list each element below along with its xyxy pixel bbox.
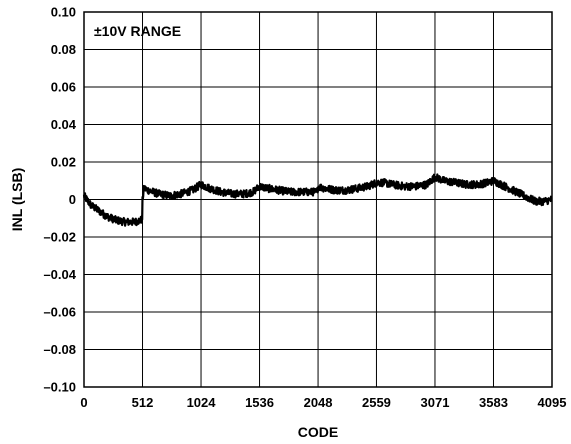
y-tick-label: –0.08 bbox=[43, 342, 76, 357]
x-tick-label: 3071 bbox=[421, 395, 450, 410]
y-tick-label: 0 bbox=[69, 192, 76, 207]
y-axis-title: INL (LSB) bbox=[9, 168, 25, 232]
x-tick-label: 2048 bbox=[304, 395, 333, 410]
x-tick-label: 1024 bbox=[187, 395, 217, 410]
x-tick-label: 0 bbox=[80, 395, 87, 410]
inl-series-line bbox=[82, 173, 553, 227]
y-tick-label: 0.10 bbox=[51, 5, 76, 20]
x-tick-label: 4095 bbox=[538, 395, 567, 410]
plot-frame bbox=[83, 11, 553, 388]
range-annotation: ±10V RANGE bbox=[94, 23, 181, 39]
x-tick-label: 512 bbox=[132, 395, 154, 410]
grid-lines bbox=[83, 11, 553, 388]
y-tick-label: 0.08 bbox=[51, 42, 76, 57]
y-tick-label: 0.04 bbox=[51, 117, 77, 132]
x-tick-labels: 0 512 1024 1536 2048 2559 3071 3583 4095 bbox=[80, 395, 566, 410]
x-tick-label: 3583 bbox=[479, 395, 508, 410]
y-tick-label: 0.06 bbox=[51, 80, 76, 95]
series-layer bbox=[82, 173, 553, 227]
y-tick-label: –0.02 bbox=[43, 230, 76, 245]
x-tick-label: 1536 bbox=[245, 395, 274, 410]
y-tick-label: –0.04 bbox=[43, 267, 76, 282]
x-tick-label: 2559 bbox=[362, 395, 391, 410]
x-axis-title: CODE bbox=[298, 424, 338, 440]
y-tick-label: 0.02 bbox=[51, 155, 76, 170]
y-tick-label: –0.10 bbox=[43, 380, 76, 395]
y-tick-label: –0.06 bbox=[43, 305, 76, 320]
y-tick-labels: 0.10 0.08 0.06 0.04 0.02 0 –0.02 –0.04 –0.06 –0.0… bbox=[43, 5, 76, 395]
